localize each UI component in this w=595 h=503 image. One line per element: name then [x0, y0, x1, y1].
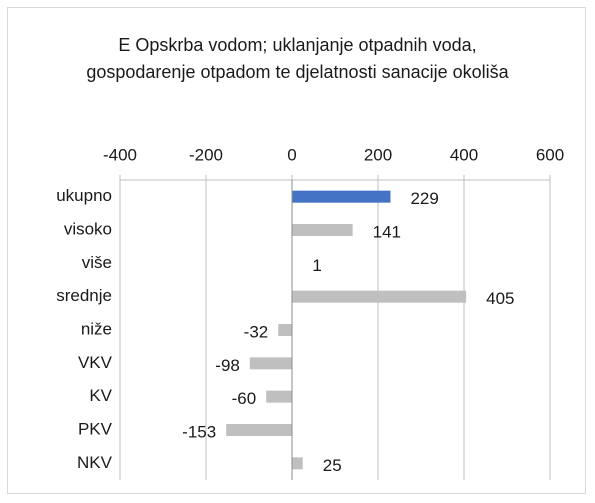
x-tick-label: 600	[536, 145, 564, 164]
bar	[292, 457, 303, 470]
x-tick-label: 0	[287, 145, 296, 164]
data-label: 141	[373, 222, 401, 241]
y-tick-label: visoko	[64, 219, 112, 238]
data-label: 25	[323, 456, 342, 475]
data-label: -60	[232, 389, 257, 408]
y-tick-label: ukupno	[56, 186, 112, 205]
bar	[292, 224, 353, 236]
x-tick-label: 400	[450, 145, 478, 164]
y-tick-label: NKV	[77, 453, 113, 472]
data-label: 229	[410, 189, 438, 208]
data-label: -98	[215, 356, 240, 375]
y-tick-label: niže	[81, 319, 112, 338]
bar	[249, 357, 292, 370]
bar	[226, 424, 292, 436]
chart-title: E Opskrba vodom; uklanjanje otpadnih vod…	[86, 35, 509, 82]
chart-frame	[7, 7, 586, 494]
y-tick-label: PKV	[78, 419, 113, 438]
bar	[266, 390, 292, 403]
x-tick-label: -400	[103, 145, 137, 164]
bar	[278, 324, 292, 336]
bar	[292, 190, 391, 203]
data-label: 1	[312, 256, 321, 275]
y-tick-label: VKV	[78, 353, 113, 372]
bar	[292, 290, 467, 303]
x-tick-label: 200	[364, 145, 392, 164]
data-label: 405	[486, 289, 514, 308]
y-tick-label: srednje	[56, 286, 112, 305]
y-tick-label: KV	[89, 386, 112, 405]
x-tick-label: -200	[189, 145, 223, 164]
data-label: -32	[244, 322, 269, 341]
data-label: -153	[182, 422, 216, 441]
y-tick-label: više	[82, 253, 112, 272]
